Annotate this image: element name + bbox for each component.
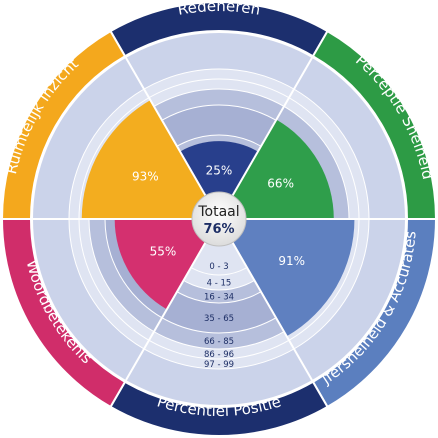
band-grid bbox=[33, 57, 405, 381]
value-label-woordbetekenis: 55% bbox=[150, 244, 177, 258]
bar-redeneren bbox=[180, 141, 258, 219]
segment-divider bbox=[231, 57, 313, 197]
center-value: 76% bbox=[203, 222, 234, 237]
bar-perceptie-snelheid bbox=[219, 119, 334, 219]
band-label: 66 - 85 bbox=[204, 337, 234, 347]
center-title: Totaal bbox=[197, 204, 239, 220]
band-label: 35 - 65 bbox=[204, 314, 234, 324]
band-label: 4 - 15 bbox=[207, 279, 232, 289]
segment-bars bbox=[81, 100, 355, 337]
bar-cijfersnelheid-accuratesse bbox=[219, 219, 355, 337]
value-label-redeneren: 25% bbox=[206, 164, 233, 178]
segment-value-labels: 25% 66% 91% 55% 93% bbox=[132, 164, 305, 268]
band-label: 86 - 96 bbox=[204, 350, 234, 360]
value-label-ruimtelijk-inzicht: 93% bbox=[132, 169, 159, 183]
bar-woordbetekenis bbox=[114, 219, 219, 310]
outer-label-redeneren: Redeneren bbox=[176, 0, 261, 19]
band-label: 16 - 34 bbox=[204, 293, 234, 303]
band-label: 97 - 99 bbox=[204, 360, 234, 370]
segment-divider bbox=[231, 241, 313, 381]
outer-ring-segment-ruimtelijk-inzicht bbox=[0, 29, 127, 220]
center-circle bbox=[191, 191, 247, 247]
center-total: Totaal 76% bbox=[191, 191, 247, 247]
percentile-band-labels: 0 - 3 4 - 15 16 - 34 35 - 65 66 - 85 86 - 969… bbox=[204, 262, 234, 370]
segment-divider bbox=[125, 57, 207, 197]
value-label-cijfersnelheid-accuratesse: 91% bbox=[278, 254, 305, 268]
value-label-perceptie-snelheid: 66% bbox=[267, 176, 294, 190]
bar-ruimtelijk-inzicht bbox=[81, 100, 220, 219]
segment-divider bbox=[125, 241, 207, 381]
band-label: 0 - 3 bbox=[209, 262, 228, 272]
